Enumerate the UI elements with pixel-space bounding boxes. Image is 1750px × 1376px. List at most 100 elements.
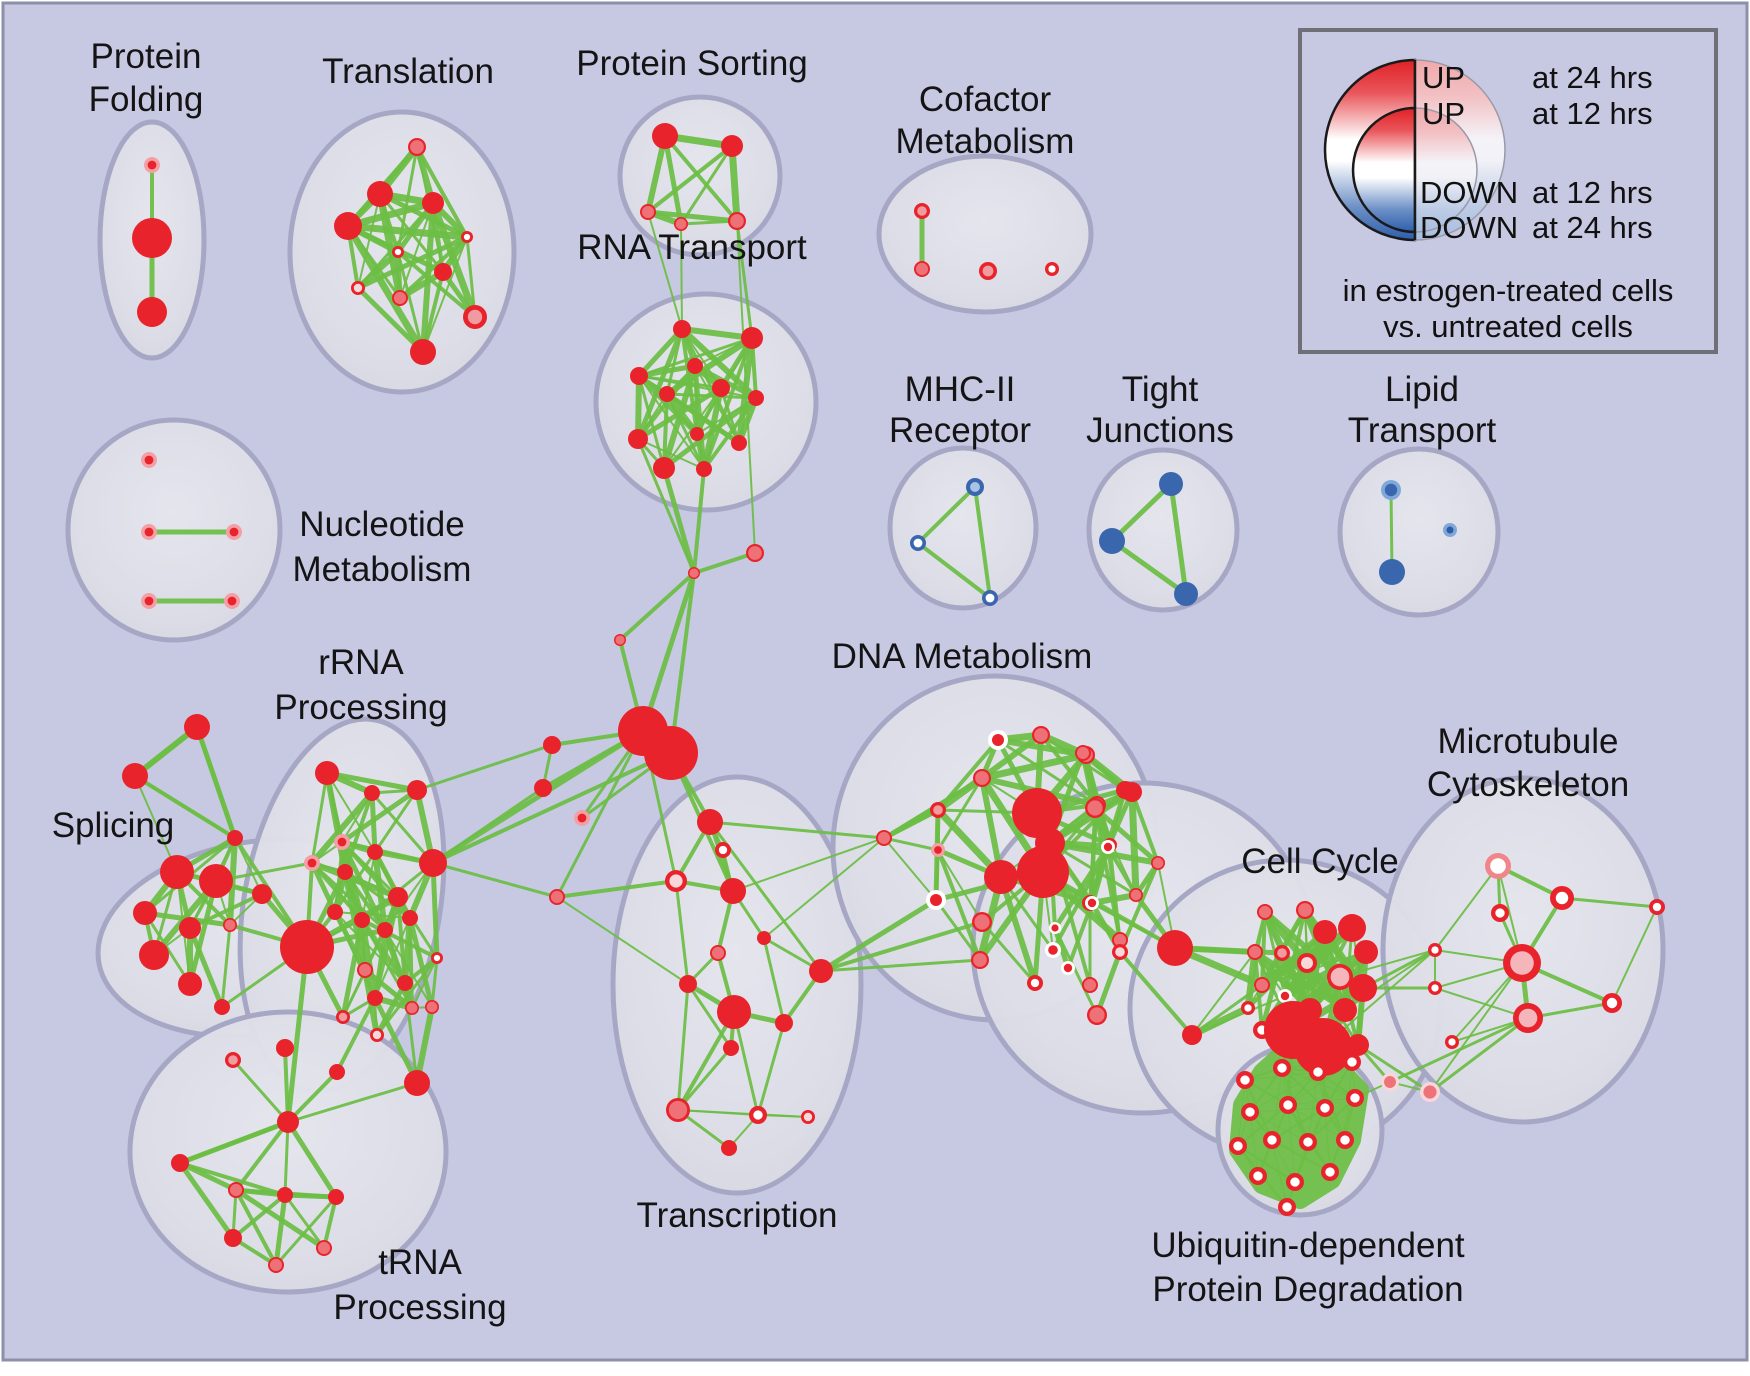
edge-tj [1109,538,1189,597]
node-mt-6 [1513,1003,1543,1033]
edge-tn [231,1193,287,1240]
edge-ub [1281,1067,1356,1099]
edge-rt [665,392,706,471]
edge-sp [220,923,232,1009]
node-tr-10 [410,339,436,365]
cluster-shape-tj [1086,447,1240,613]
node-sp-2 [227,830,243,846]
edge-link-cc-mt [1356,1043,1432,1094]
node-rr-21 [329,1064,345,1080]
node-pf-0 [144,157,160,173]
cluster-label-tj-line2: Junctions [1086,411,1234,450]
node-tx-11 [723,1040,739,1056]
edge-tr [344,222,471,241]
edge-rt [637,336,754,378]
node-cc-7 [1049,922,1061,934]
edge-ub [1249,1067,1283,1113]
edge-tj [1109,481,1174,544]
edge-hb [640,570,697,734]
edge-link-dn-cc [1093,806,1122,942]
edge-rr [396,895,439,960]
node-rr-3 [334,834,350,850]
edge-tr [396,250,477,319]
edge-rr [403,981,419,1085]
node-rr-4 [304,855,320,871]
edge-rr [408,916,414,1010]
node-tx-1 [715,842,731,858]
node-cc-32 [1347,1034,1369,1056]
node-cc-14 [1257,904,1273,920]
edge-mt [1611,906,1658,1004]
node-rr-8 [388,887,408,907]
nodes-layer [122,123,1665,1273]
edge-tr [344,222,427,356]
node-rr-25 [404,1070,430,1096]
edge-mt [1428,1016,1530,1094]
node-ub-5 [1279,1096,1297,1114]
cluster-label-tr-line1: Translation [322,52,494,91]
cluster-label-dn-line1: DNA Metabolism [832,637,1093,676]
node-ub-15 [1278,1198,1296,1216]
cluster-label-rr-line1: rRNA [318,643,404,682]
edge-rt [635,373,642,442]
edge-mt [1434,865,1499,951]
edge-sp [133,774,237,840]
node-rt-10 [653,457,675,479]
edge-tr [415,145,469,239]
edge-dn [998,874,1038,986]
edge-rr [374,980,408,1038]
node-sp-1 [122,763,148,789]
node-dn-10 [1017,846,1069,898]
cluster-label-mt-line2: Cytoskeleton [1427,765,1629,804]
edge-link-tx-dn [818,897,939,974]
edge-ub [1271,1067,1283,1141]
node-ub-2 [1309,1063,1327,1081]
edge-rr [343,870,387,932]
node-rt-7 [628,429,648,449]
node-cc-16 [1313,920,1337,944]
node-rr-2 [407,780,427,800]
node-cc-2 [1085,798,1105,818]
node-dn-11 [984,860,1018,894]
cluster-label-nm-line1: Nucleotide [299,505,464,544]
edge-hb [692,551,757,575]
node-sp-3 [160,855,194,889]
node-rr-17 [397,975,413,991]
node-mt-2 [1491,904,1509,922]
node-rt-3 [687,358,703,374]
node-rr-13 [431,952,443,964]
node-cc-21 [1297,953,1317,973]
node-rr-15 [280,920,334,974]
edge-rr [310,771,329,865]
edge-rt [661,395,759,471]
edge-link-rr-tx [431,861,559,899]
cluster-label-tx-line1: Transcription [637,1196,838,1235]
node-cc-19 [1247,944,1263,960]
node-mt-1 [1550,886,1574,910]
edge-tx [676,1046,733,1112]
node-rr-9 [327,904,343,920]
node-mt-10 [1420,1082,1440,1102]
edge-link-rr-tn [283,1046,290,1124]
node-tn-4 [328,1189,344,1205]
node-tx-4 [549,889,565,905]
node-cc-18 [1354,940,1378,964]
node-tx-6 [710,945,726,961]
node-tr-6 [434,263,452,281]
edge-tx [676,982,690,1112]
edge-dn [937,849,983,923]
edge-tn [283,1193,326,1250]
node-nm-4 [224,593,240,609]
edge-sp [187,878,219,987]
edge-link-tx-dn [819,958,982,973]
edge-rr [373,928,387,1000]
node-hb-3 [534,779,552,797]
node-rr-10 [354,912,370,928]
node-cc-20 [1274,945,1290,961]
node-cc-9 [1112,944,1128,960]
node-tx-13 [749,1106,767,1124]
node-rt-1 [741,327,763,349]
cluster-label-tn-line1: tRNA [378,1243,462,1282]
node-nm-1 [141,524,157,540]
